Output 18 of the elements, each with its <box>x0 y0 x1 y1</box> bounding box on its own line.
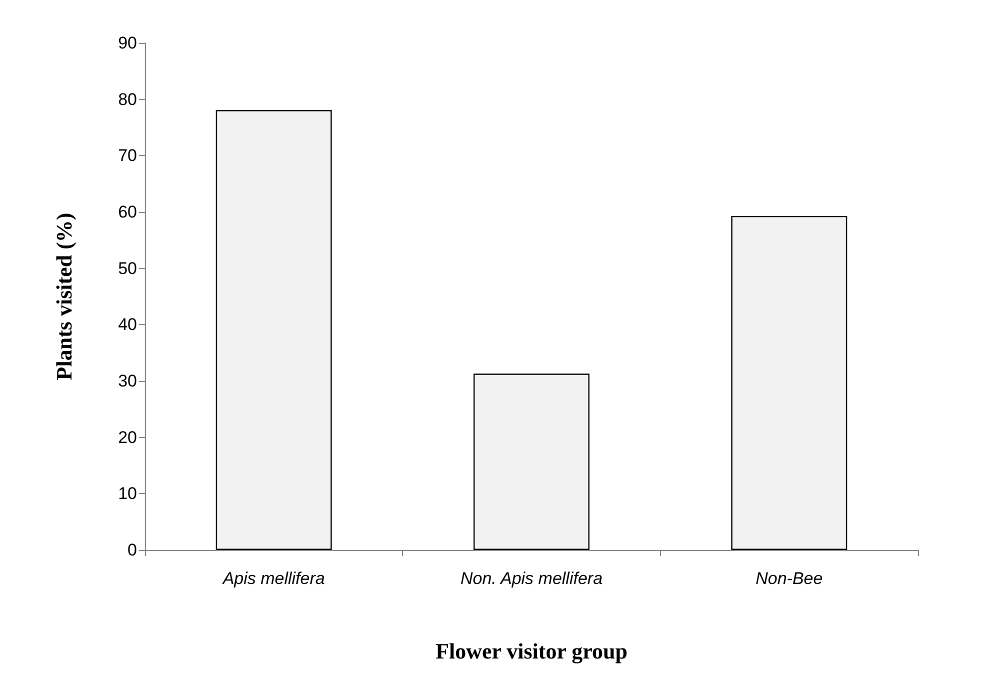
y-axis-title: Plants visited (%) <box>52 212 76 380</box>
y-tick-label: 80 <box>118 90 137 109</box>
y-tick-label: 20 <box>118 428 137 447</box>
x-axis-title: Flower visitor group <box>436 638 628 664</box>
y-tick-label: 0 <box>128 540 137 560</box>
y-tick-label: 10 <box>118 484 137 504</box>
y-tick-label: 40 <box>118 315 137 334</box>
y-tick-label: 30 <box>118 372 137 390</box>
y-tick-label: 90 <box>118 34 137 52</box>
bar <box>731 216 848 550</box>
x-tick-label: Apis mellifera <box>222 569 325 588</box>
x-tick-label: Non-Bee <box>756 569 823 588</box>
bar <box>216 110 332 550</box>
y-tick-label: 50 <box>118 258 137 278</box>
bar <box>474 374 590 550</box>
y-tick-label: 60 <box>118 202 137 222</box>
y-tick-label: 70 <box>118 146 137 166</box>
x-tick-label: Non. Apis mellifera <box>460 569 603 588</box>
